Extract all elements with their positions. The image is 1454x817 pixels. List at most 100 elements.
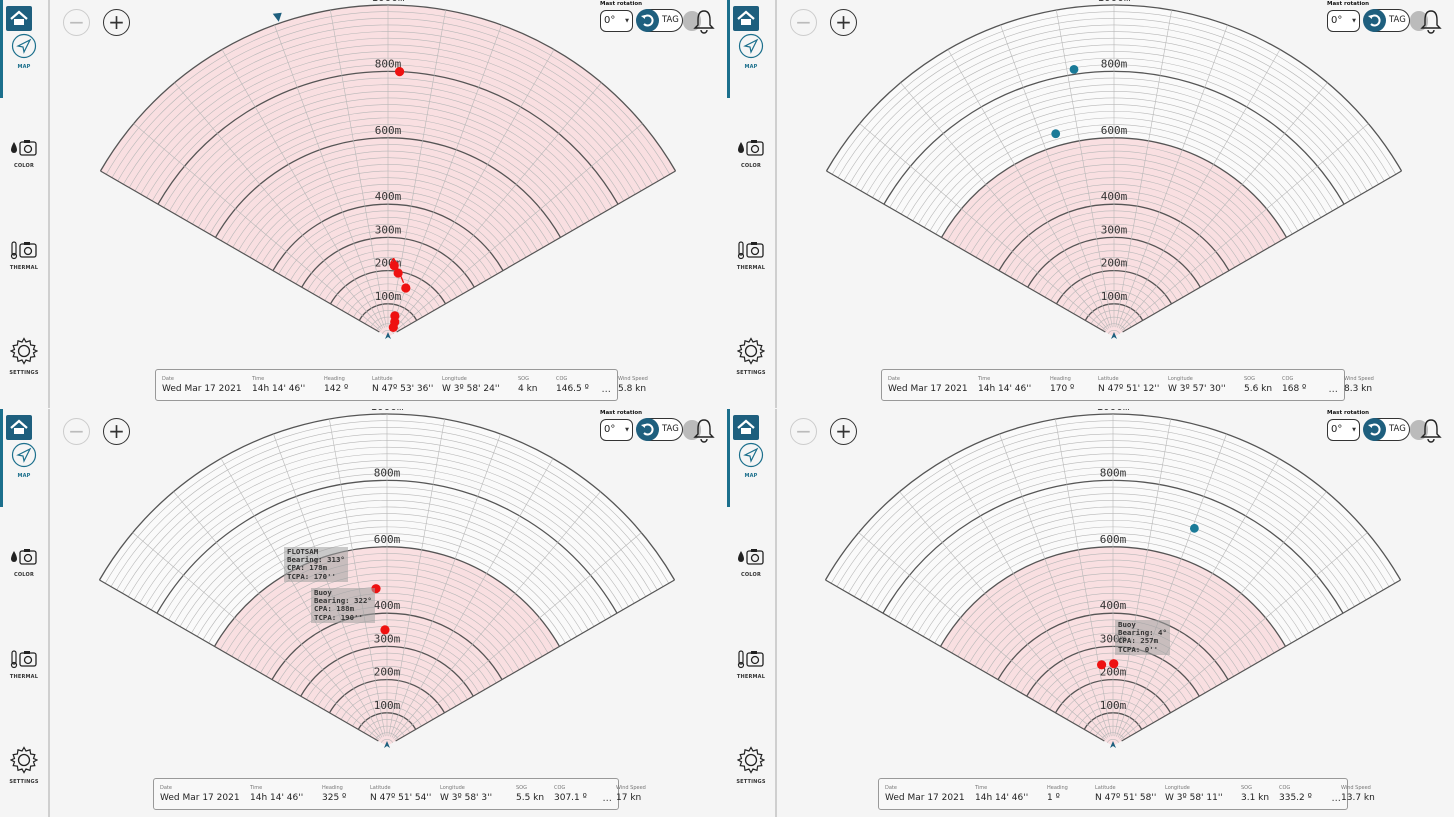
bell-icon[interactable] <box>693 8 715 38</box>
zoom-in-button[interactable]: + <box>103 418 130 445</box>
tag-button[interactable]: TAG <box>1363 418 1410 441</box>
zoom-in-button[interactable]: + <box>830 418 857 445</box>
bearing-line <box>1000 24 1111 328</box>
mast-rotation-select[interactable]: 0° ▼ <box>1327 419 1360 441</box>
info-label: Longitude <box>440 785 465 791</box>
more-button[interactable]: ... <box>601 384 611 395</box>
info-label: Longitude <box>1168 376 1193 382</box>
home-button[interactable] <box>6 6 32 31</box>
bearing-line <box>899 491 1107 739</box>
zoom-in-button[interactable]: + <box>103 9 130 36</box>
zoom-out-button[interactable]: − <box>63 9 90 36</box>
target-blue[interactable] <box>1189 523 1199 533</box>
info-label: Date <box>888 376 900 382</box>
bearing-line <box>859 123 1107 331</box>
gear-icon <box>9 746 39 774</box>
zoom-in-button[interactable]: + <box>830 9 857 36</box>
nav-map[interactable]: MAP <box>0 33 48 70</box>
radar-scope[interactable]: 100m200m300m400m600m800m1000m <box>0 409 726 817</box>
bearing-line <box>826 170 1106 333</box>
nav-settings[interactable]: SETTINGS <box>0 746 48 785</box>
target-red[interactable] <box>388 322 398 333</box>
range-label: 400m <box>1100 599 1127 612</box>
more-button[interactable]: ... <box>1331 793 1341 804</box>
range-label: 800m <box>1100 466 1127 479</box>
nav-label: COLOR <box>740 572 762 578</box>
nav-map[interactable]: MAP <box>727 442 775 479</box>
bearing-line <box>174 82 382 330</box>
more-button[interactable]: ... <box>602 793 612 804</box>
bell-icon[interactable] <box>693 417 715 447</box>
zoom-out-button[interactable]: − <box>790 9 817 36</box>
home-button[interactable] <box>6 415 32 440</box>
target-red[interactable] <box>401 283 411 293</box>
bearing-line <box>391 458 554 738</box>
info-cell: Longitude W 3º 57' 30'' <box>1168 370 1226 394</box>
bell-icon[interactable] <box>1420 417 1442 447</box>
active-indicator <box>0 0 3 98</box>
nav-color[interactable]: COLOR <box>0 547 48 578</box>
nav-label: THERMAL <box>736 265 766 271</box>
target-red[interactable] <box>380 625 390 635</box>
range-label: 600m <box>1100 533 1127 546</box>
nav-color[interactable]: COLOR <box>727 138 775 169</box>
own-boat-icon <box>1111 332 1117 339</box>
more-button[interactable]: ... <box>1328 384 1338 395</box>
info-value: 335.2 º <box>1279 793 1312 803</box>
range-label: 800m <box>375 57 402 70</box>
nav-map[interactable]: MAP <box>727 33 775 70</box>
bearing-line <box>100 170 380 333</box>
home-button[interactable] <box>733 415 759 440</box>
range-label: 100m <box>1101 290 1128 303</box>
target-red[interactable] <box>394 67 405 77</box>
tag-button[interactable]: TAG <box>636 418 683 441</box>
nav-settings[interactable]: SETTINGS <box>727 337 775 376</box>
info-value: 170 º <box>1050 384 1075 394</box>
zoom-out-button[interactable]: − <box>63 418 90 445</box>
range-ring <box>380 739 394 743</box>
range-label: 200m <box>1100 666 1127 679</box>
nav-map[interactable]: MAP <box>0 442 48 479</box>
bearing-line <box>1055 418 1112 737</box>
nav-settings[interactable]: SETTINGS <box>0 337 48 376</box>
zoom-out-label: − <box>68 419 85 443</box>
target-blue[interactable] <box>1051 129 1061 139</box>
nav-thermal[interactable]: THERMAL <box>727 240 775 271</box>
bearing-line <box>329 418 386 737</box>
nav-color[interactable]: COLOR <box>727 547 775 578</box>
bell-icon[interactable] <box>1420 8 1442 38</box>
home-icon <box>10 419 28 434</box>
home-button[interactable] <box>733 6 759 31</box>
tag-button[interactable]: TAG <box>636 9 683 32</box>
target-blue[interactable] <box>1069 64 1079 74</box>
nav-thermal[interactable]: THERMAL <box>0 240 48 271</box>
range-ring <box>1106 739 1120 743</box>
info-cell: Date Wed Mar 17 2021 <box>160 779 240 803</box>
radar-scope[interactable]: 100m200m300m400m600m800m1000m <box>727 409 1453 817</box>
radar-scope[interactable]: 100m200m300m400m600m800m1000m <box>727 0 1453 408</box>
zoom-out-button[interactable]: − <box>790 418 817 445</box>
nav-color[interactable]: COLOR <box>0 138 48 169</box>
target-red[interactable] <box>389 260 399 271</box>
target-red[interactable] <box>1096 660 1107 670</box>
bearing-line <box>273 433 384 737</box>
range-label: 600m <box>1101 124 1128 137</box>
mast-rotation-select[interactable]: 0° ▼ <box>1327 10 1360 32</box>
mast-rotation-select[interactable]: 0° ▼ <box>600 419 633 441</box>
info-label: Longitude <box>1165 785 1190 791</box>
info-cell: Wind Speed 13.7 kn <box>1341 779 1375 803</box>
nav-settings[interactable]: SETTINGS <box>727 746 775 785</box>
nav-thermal[interactable]: THERMAL <box>0 649 48 680</box>
info-label: Time <box>975 785 988 791</box>
mast-rotation-select[interactable]: 0° ▼ <box>600 10 633 32</box>
target-red[interactable] <box>393 268 403 278</box>
info-label: Time <box>252 376 265 382</box>
navigation-icon <box>11 33 37 59</box>
info-cell: SOG 3.1 kn <box>1241 779 1269 803</box>
range-label: 400m <box>1101 190 1128 203</box>
radar-scope[interactable]: 100m200m300m400m600m800m1000m <box>0 0 726 408</box>
target-red[interactable] <box>1109 659 1119 669</box>
tag-button[interactable]: TAG <box>1363 9 1410 32</box>
tooltip-line: TCPA: 0'' <box>1118 644 1159 654</box>
nav-thermal[interactable]: THERMAL <box>727 649 775 680</box>
